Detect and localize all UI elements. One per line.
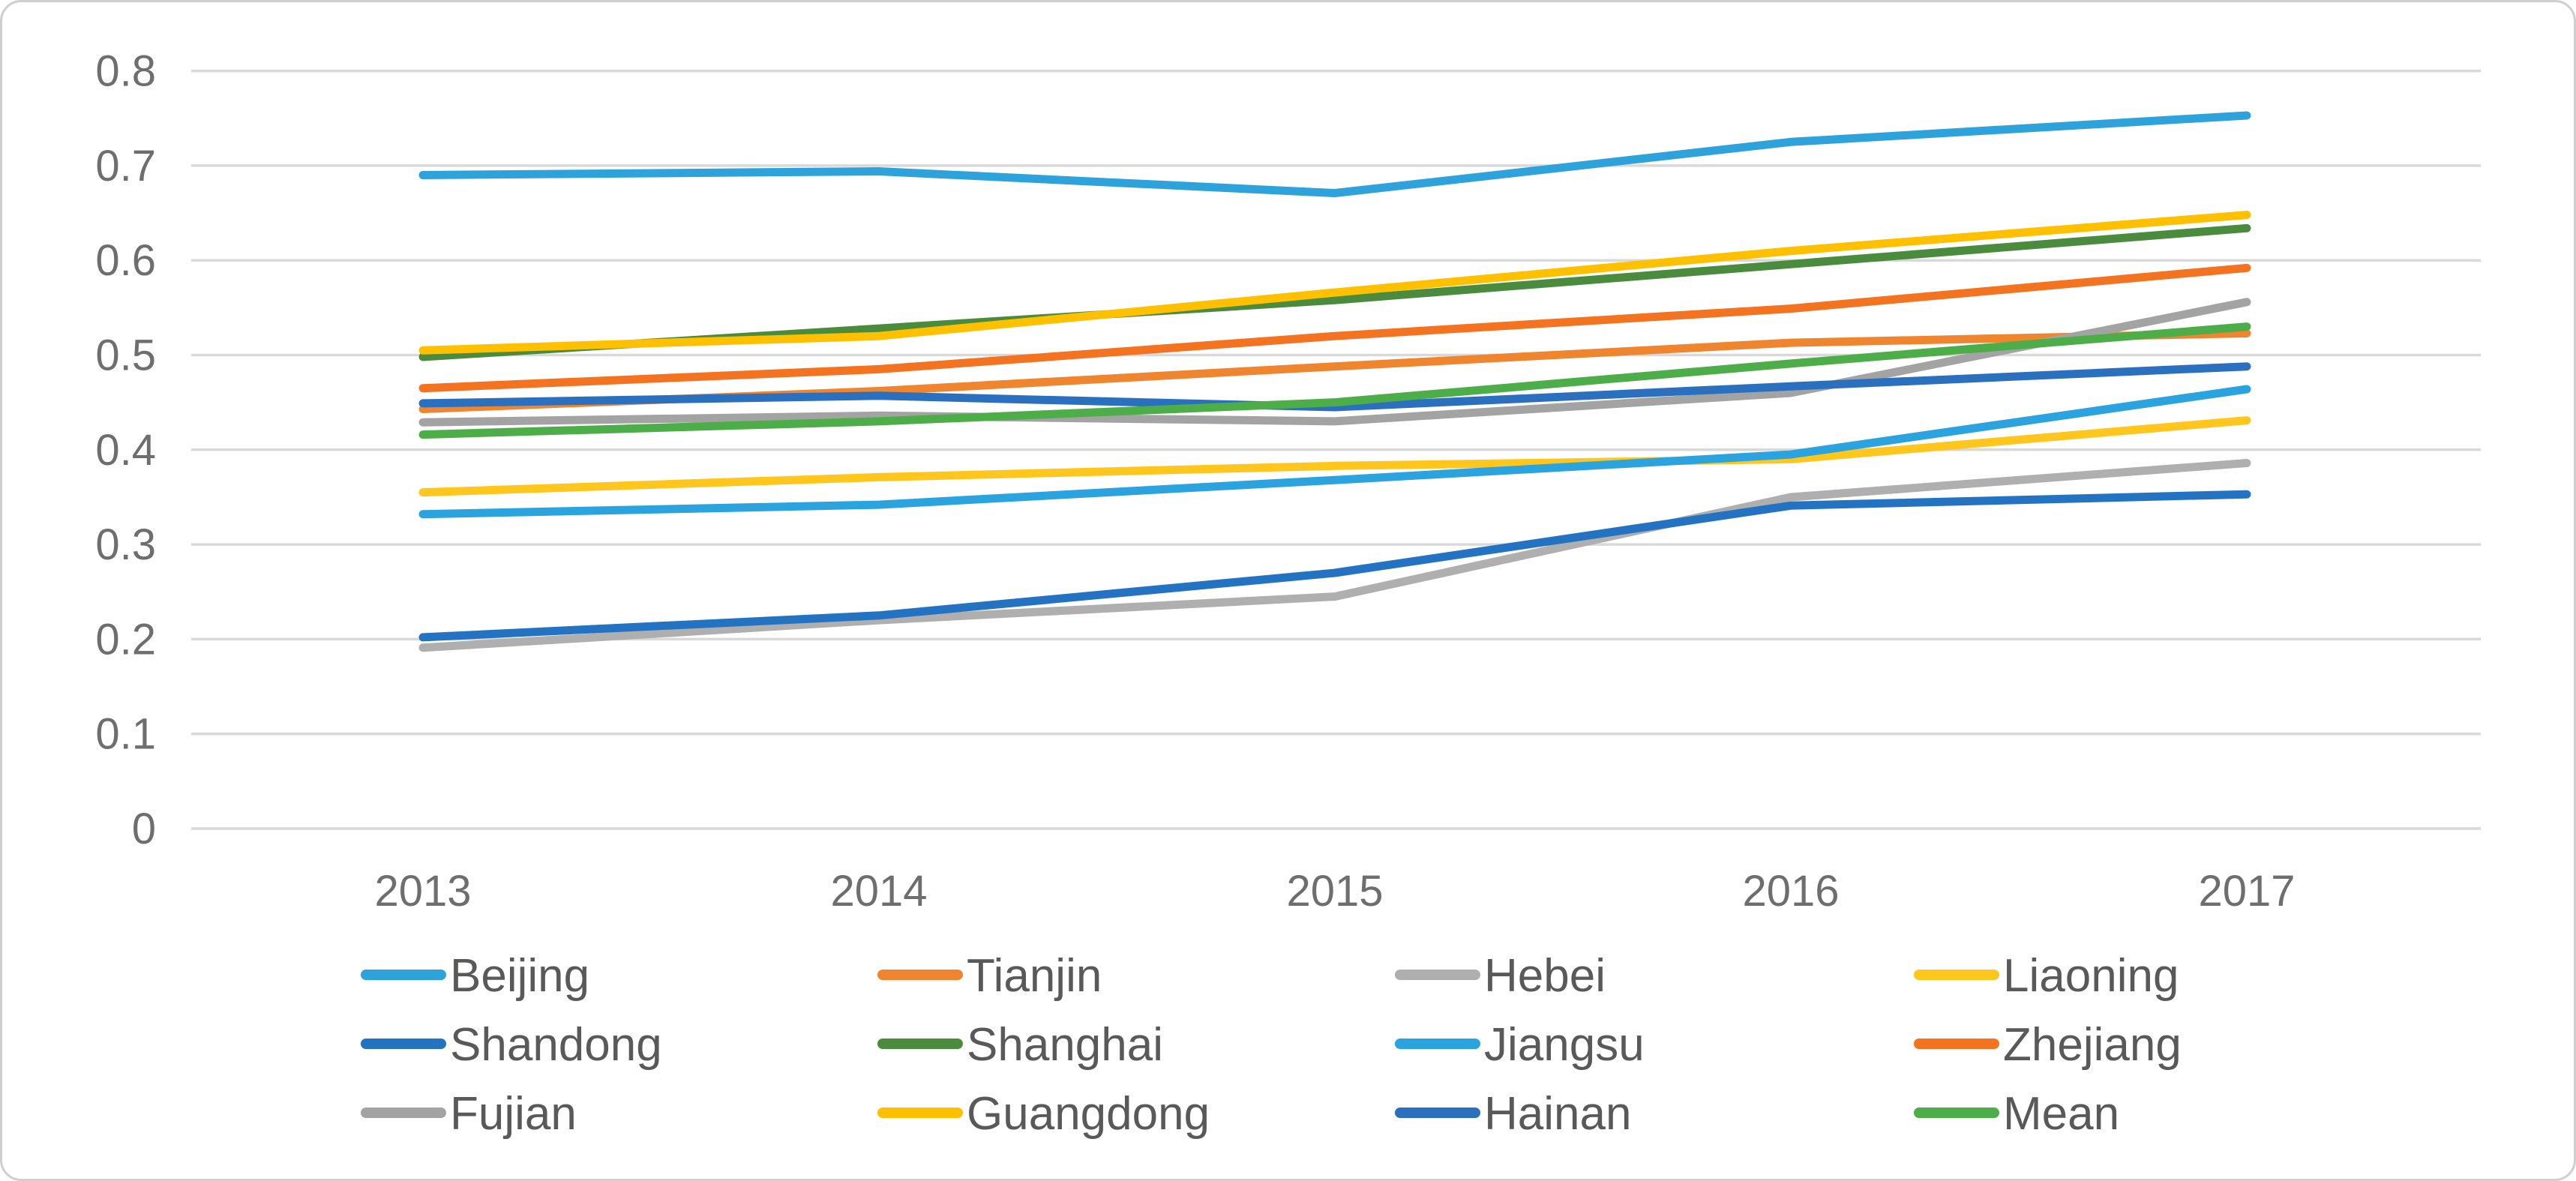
legend-label-beijing: Beijing <box>450 950 589 1002</box>
legend-label-tianjin: Tianjin <box>967 950 1102 1002</box>
y-tick-label-0.7: 0.7 <box>95 142 156 190</box>
y-tick-label-0.5: 0.5 <box>95 331 156 380</box>
y-tick-label-0.3: 0.3 <box>95 520 156 569</box>
x-tick-label-2016: 2016 <box>1742 867 1839 916</box>
series-line-hainan <box>418 362 2251 412</box>
series-line-liaoning <box>418 416 2251 497</box>
x-tick-label-2014: 2014 <box>830 867 927 916</box>
legend-label-hebei: Hebei <box>1484 950 1606 1002</box>
series-line-hebei <box>418 459 2251 652</box>
legend-label-guangdong: Guangdong <box>967 1088 1210 1140</box>
y-tick-label-0.6: 0.6 <box>95 236 156 285</box>
legend-label-hainan: Hainan <box>1484 1088 1631 1140</box>
series-line-shandong <box>418 490 2251 642</box>
series-line-zhejiang <box>418 263 2251 393</box>
legend-label-jiangsu: Jiangsu <box>1484 1019 1645 1071</box>
series-line-guangdong <box>418 211 2251 355</box>
legend-label-shanghai: Shanghai <box>967 1019 1163 1071</box>
series-line-mean <box>418 322 2251 439</box>
series-line-jiangsu <box>418 385 2251 519</box>
x-tick-label-2015: 2015 <box>1286 867 1383 916</box>
series-line-fujian <box>418 298 2251 427</box>
x-tick-label-2013: 2013 <box>374 867 471 916</box>
legend-label-zhejiang: Zhejiang <box>2003 1019 2182 1071</box>
y-tick-label-0.2: 0.2 <box>95 615 156 664</box>
legend-label-fujian: Fujian <box>450 1088 577 1140</box>
y-tick-label-0.8: 0.8 <box>95 47 156 96</box>
y-tick-label-0.4: 0.4 <box>95 426 156 475</box>
y-tick-label-0: 0 <box>132 805 156 853</box>
legend-label-mean: Mean <box>2003 1088 2119 1140</box>
legend-label-liaoning: Liaoning <box>2003 950 2179 1002</box>
y-tick-label-0.1: 0.1 <box>95 710 156 759</box>
legend-label-shandong: Shandong <box>450 1019 662 1071</box>
series-line-beijing <box>418 111 2251 197</box>
x-tick-label-2017: 2017 <box>2198 867 2295 916</box>
